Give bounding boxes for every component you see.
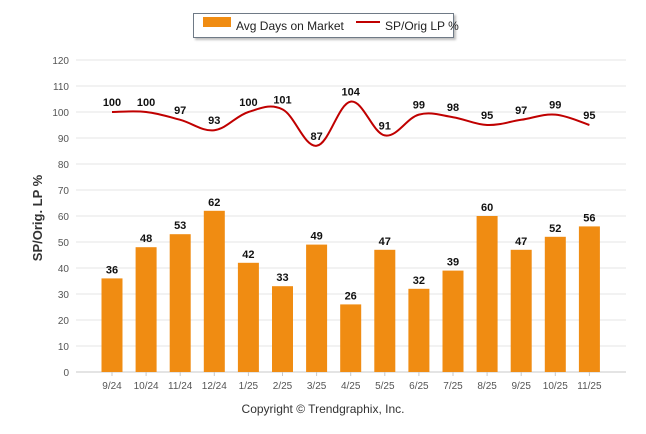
bar xyxy=(237,262,259,372)
legend-line-label: SP/Orig LP % xyxy=(385,19,459,33)
x-tick-label: 9/25 xyxy=(511,381,531,392)
line-value-label: 91 xyxy=(379,120,391,132)
y-axis-label: SP/Orig. LP % xyxy=(30,174,45,261)
bar xyxy=(306,244,328,372)
y-tick-label: 50 xyxy=(58,238,70,249)
bar xyxy=(101,278,123,372)
bar-series: 36 48 53 62 42 33 49 26 47 32 39 60 47 52 56 xyxy=(101,197,600,372)
y-tick-label: 120 xyxy=(52,56,69,67)
bar-value-label: 33 xyxy=(276,272,288,284)
bar-value-label: 36 xyxy=(106,264,118,276)
line-value-label: 97 xyxy=(515,105,527,117)
y-tick-label: 70 xyxy=(58,186,70,197)
bar xyxy=(340,304,362,372)
bar-value-label: 52 xyxy=(549,223,561,235)
x-tick-label: 10/25 xyxy=(543,381,568,392)
y-axis-ticks: 0 10 20 30 40 50 60 70 80 90 100 110 120 xyxy=(52,56,69,379)
bar-value-label: 48 xyxy=(140,233,152,245)
line-value-label: 95 xyxy=(481,110,493,122)
bar xyxy=(203,210,225,372)
line-value-label: 101 xyxy=(273,94,291,106)
bar xyxy=(408,288,430,372)
bar xyxy=(374,249,396,372)
y-tick-label: 60 xyxy=(58,212,70,223)
bar-value-label: 62 xyxy=(208,197,220,209)
x-tick-label: 3/25 xyxy=(307,381,327,392)
y-tick-label: 0 xyxy=(63,368,69,379)
x-tick-label: 9/24 xyxy=(102,381,122,392)
line-value-label: 100 xyxy=(239,97,257,109)
bar xyxy=(510,249,532,372)
legend-bar-label: Avg Days on Market xyxy=(236,19,344,33)
x-tick-label: 11/25 xyxy=(577,381,602,392)
bar-value-label: 56 xyxy=(583,212,595,224)
x-tick-label: 10/24 xyxy=(134,381,159,392)
bar-value-label: 32 xyxy=(413,275,425,287)
bar-value-label: 60 xyxy=(481,202,493,214)
line-value-label: 97 xyxy=(174,105,186,117)
y-tick-label: 90 xyxy=(58,134,70,145)
bar xyxy=(442,270,464,372)
x-axis-ticks: 9/24 10/24 11/24 12/24 1/25 2/25 3/25 4/25 5/25 6… xyxy=(102,372,602,392)
y-tick-label: 100 xyxy=(52,108,69,119)
x-tick-label: 2/25 xyxy=(273,381,293,392)
x-tick-label: 6/25 xyxy=(409,381,429,392)
x-tick-label: 8/25 xyxy=(477,381,497,392)
line-value-label: 95 xyxy=(583,110,595,122)
x-tick-label: 11/24 xyxy=(168,381,193,392)
x-tick-label: 4/25 xyxy=(341,381,361,392)
bar xyxy=(135,247,157,372)
x-tick-label: 7/25 xyxy=(443,381,463,392)
line-series: 100 100 97 93 100 101 87 104 91 99 98 95 97 99 95 xyxy=(103,87,596,147)
bar-value-label: 53 xyxy=(174,220,186,232)
legend-line-swatch xyxy=(356,21,380,23)
line-value-label: 100 xyxy=(137,97,155,109)
y-tick-label: 20 xyxy=(58,316,70,327)
y-tick-label: 10 xyxy=(58,342,70,353)
line-value-label: 100 xyxy=(103,97,121,109)
bar-value-label: 49 xyxy=(310,231,322,243)
line-value-label: 99 xyxy=(413,100,425,112)
y-tick-label: 30 xyxy=(58,290,70,301)
bar-value-label: 47 xyxy=(515,236,527,248)
bar-value-label: 42 xyxy=(242,249,254,261)
gridlines xyxy=(76,59,626,373)
y-tick-label: 40 xyxy=(58,264,70,275)
legend-bar-swatch xyxy=(203,17,231,27)
bar-value-label: 39 xyxy=(447,257,459,269)
copyright-text: Copyright © Trendgraphix, Inc. xyxy=(241,402,405,416)
x-tick-label: 5/25 xyxy=(375,381,395,392)
bar xyxy=(272,286,293,372)
x-tick-label: 12/24 xyxy=(202,381,227,392)
line-value-label: 93 xyxy=(208,115,220,127)
bar-value-label: 47 xyxy=(379,236,391,248)
line-series-path xyxy=(111,100,590,147)
bar xyxy=(476,216,498,372)
bar-value-label: 26 xyxy=(345,290,357,302)
line-value-label: 99 xyxy=(549,100,561,112)
bar xyxy=(169,234,191,372)
bar xyxy=(578,226,600,372)
y-tick-label: 80 xyxy=(58,160,70,171)
line-value-label: 104 xyxy=(342,87,361,99)
y-tick-label: 110 xyxy=(53,82,69,93)
x-tick-label: 1/25 xyxy=(239,381,259,392)
line-value-label: 98 xyxy=(447,102,459,114)
line-value-label: 87 xyxy=(310,131,322,143)
legend: Avg Days on Market SP/Orig LP % xyxy=(193,13,459,38)
bar xyxy=(544,236,566,372)
